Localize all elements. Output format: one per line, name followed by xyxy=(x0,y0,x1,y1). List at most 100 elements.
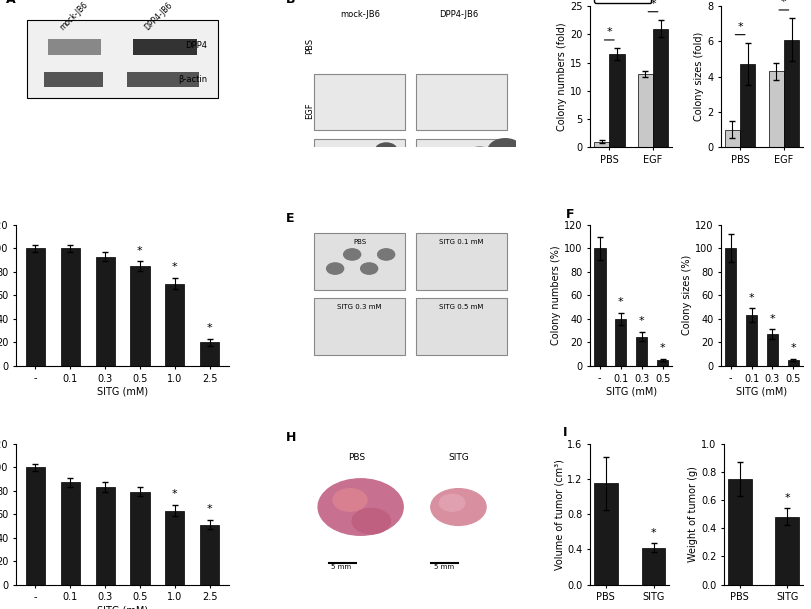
Text: *: * xyxy=(770,314,775,324)
X-axis label: SITG (mM): SITG (mM) xyxy=(97,386,148,396)
Text: 5 mm: 5 mm xyxy=(332,564,352,570)
Circle shape xyxy=(375,143,397,157)
FancyBboxPatch shape xyxy=(27,20,218,98)
Text: B: B xyxy=(286,0,296,6)
Bar xyxy=(787,360,799,366)
Text: *: * xyxy=(737,22,743,32)
Text: 5 mm: 5 mm xyxy=(434,564,453,570)
Circle shape xyxy=(333,488,367,512)
X-axis label: SITG (mM): SITG (mM) xyxy=(97,605,148,609)
Bar xyxy=(609,54,624,147)
Bar xyxy=(594,483,618,585)
Bar xyxy=(740,65,755,147)
FancyBboxPatch shape xyxy=(314,233,406,290)
Circle shape xyxy=(318,479,403,535)
Bar xyxy=(131,266,149,366)
Circle shape xyxy=(437,156,471,178)
Bar xyxy=(769,71,784,147)
Bar xyxy=(766,334,779,366)
Text: PBS: PBS xyxy=(348,453,365,462)
Legend: mock-JB6, DPP4-JB6: mock-JB6, DPP4-JB6 xyxy=(594,0,651,2)
Y-axis label: Weight of tumor (g): Weight of tumor (g) xyxy=(689,466,698,562)
FancyBboxPatch shape xyxy=(133,38,197,55)
Text: *: * xyxy=(791,343,796,353)
Text: β-actin: β-actin xyxy=(178,75,208,84)
Text: I: I xyxy=(563,426,567,440)
Text: SITG 0.1 mM: SITG 0.1 mM xyxy=(440,239,484,245)
Bar xyxy=(657,360,668,366)
FancyBboxPatch shape xyxy=(48,38,101,55)
Circle shape xyxy=(361,263,378,274)
Bar xyxy=(727,479,752,585)
Circle shape xyxy=(344,249,361,260)
Bar xyxy=(653,29,668,147)
Text: *: * xyxy=(172,489,178,499)
Text: *: * xyxy=(607,27,612,37)
Text: *: * xyxy=(639,316,645,326)
Circle shape xyxy=(327,263,344,274)
Circle shape xyxy=(440,495,465,512)
Y-axis label: Colony sizes (fold): Colony sizes (fold) xyxy=(694,32,705,121)
FancyBboxPatch shape xyxy=(416,74,508,130)
Bar xyxy=(725,130,740,147)
FancyBboxPatch shape xyxy=(416,298,508,354)
Bar xyxy=(642,547,666,585)
Text: SITG 0.3 mM: SITG 0.3 mM xyxy=(337,304,382,310)
Text: *: * xyxy=(137,245,143,256)
Bar xyxy=(200,342,219,366)
FancyBboxPatch shape xyxy=(416,233,508,290)
Text: DPP4-JB6: DPP4-JB6 xyxy=(439,10,478,19)
Circle shape xyxy=(324,160,345,174)
Text: DPP4-JB6: DPP4-JB6 xyxy=(143,0,174,32)
Bar xyxy=(96,256,114,366)
Text: E: E xyxy=(286,212,294,225)
Text: mock-JB6: mock-JB6 xyxy=(341,10,380,19)
Bar xyxy=(636,337,647,366)
X-axis label: SITG (mM): SITG (mM) xyxy=(606,386,657,396)
Bar xyxy=(746,315,757,366)
Text: *: * xyxy=(618,297,624,308)
Bar xyxy=(26,467,45,585)
FancyBboxPatch shape xyxy=(314,74,406,130)
Bar xyxy=(594,248,606,366)
Bar xyxy=(725,248,736,366)
Bar xyxy=(637,74,653,147)
Y-axis label: Volume of tumor (cm³): Volume of tumor (cm³) xyxy=(555,459,564,569)
Text: *: * xyxy=(784,493,790,503)
X-axis label: SITG (mM): SITG (mM) xyxy=(736,386,787,396)
Circle shape xyxy=(378,249,395,260)
Bar xyxy=(61,248,79,366)
Text: PBS: PBS xyxy=(306,38,315,54)
Text: H: H xyxy=(286,431,297,444)
Text: DPP4: DPP4 xyxy=(186,41,208,50)
Y-axis label: Colony sizes (%): Colony sizes (%) xyxy=(682,255,693,336)
Bar xyxy=(784,40,799,147)
Y-axis label: Colony numbers (fold): Colony numbers (fold) xyxy=(557,23,568,131)
Bar xyxy=(594,141,609,147)
Text: *: * xyxy=(650,0,656,9)
FancyBboxPatch shape xyxy=(44,72,103,86)
Y-axis label: Colony numbers (%): Colony numbers (%) xyxy=(551,245,561,345)
FancyBboxPatch shape xyxy=(416,139,508,195)
Bar xyxy=(131,491,149,585)
FancyBboxPatch shape xyxy=(127,72,199,86)
Text: *: * xyxy=(749,293,754,303)
Text: *: * xyxy=(781,0,787,7)
Bar xyxy=(165,510,184,585)
Text: *: * xyxy=(207,323,212,333)
Bar xyxy=(165,284,184,366)
Bar xyxy=(775,517,800,585)
FancyBboxPatch shape xyxy=(314,298,406,354)
Circle shape xyxy=(488,139,522,161)
Text: PBS: PBS xyxy=(353,239,366,245)
Text: *: * xyxy=(172,262,178,272)
Circle shape xyxy=(352,509,390,534)
Text: EGF: EGF xyxy=(306,102,315,119)
Text: A: A xyxy=(6,0,15,6)
Bar xyxy=(96,487,114,585)
Text: *: * xyxy=(650,527,656,538)
Circle shape xyxy=(463,147,496,170)
Text: SITG 0.5 mM: SITG 0.5 mM xyxy=(440,304,484,310)
FancyBboxPatch shape xyxy=(314,139,406,195)
Circle shape xyxy=(350,152,371,166)
